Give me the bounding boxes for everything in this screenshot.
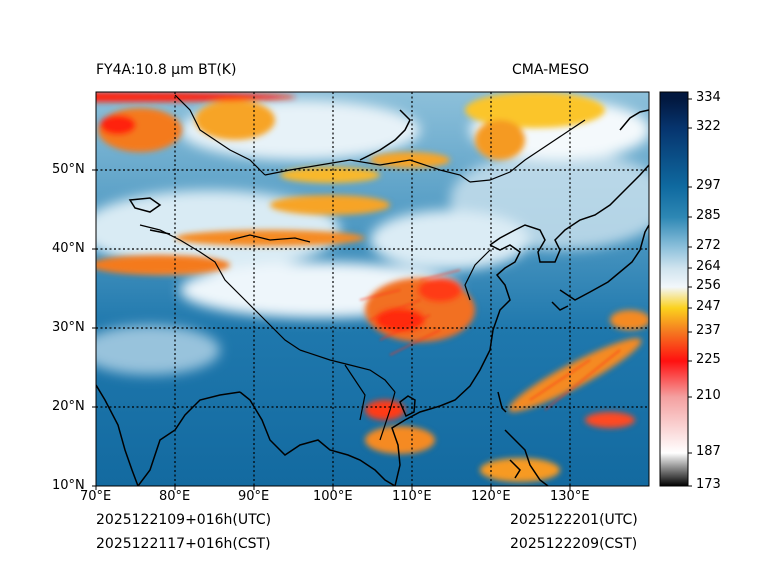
colorbar-tick-label: 247: [696, 299, 721, 314]
lon-label-70e: 70°E: [80, 489, 112, 504]
init-time-utc: 2025122109+016h(UTC): [96, 512, 272, 528]
colorbar-tick-label: 272: [696, 238, 721, 253]
brightness-temperature-field: [96, 92, 649, 486]
lon-label-120e: 120°E: [471, 489, 511, 504]
colorbar-tick-label: 225: [696, 352, 721, 367]
lat-label-30n: 30°N: [52, 320, 85, 335]
product-title: FY4A:10.8 μm BT(K): [96, 62, 237, 78]
colorbar: [659, 91, 692, 487]
map-frame: [95, 91, 650, 487]
colorbar-frame: [659, 91, 689, 487]
country-borders: [139, 94, 586, 441]
colorbar-tick-label: 334: [696, 90, 721, 105]
graticule: [96, 92, 649, 486]
colorbar-tick-label: 322: [696, 119, 721, 134]
colorbar-tick-label: 210: [696, 388, 721, 403]
colorbar-tick-label: 264: [696, 259, 721, 274]
lon-label-100e: 100°E: [313, 489, 353, 504]
colorbar-tick-label: 187: [696, 444, 721, 459]
colorbar-tick-label: 285: [696, 208, 721, 223]
lon-label-80e: 80°E: [159, 489, 191, 504]
axis-ticks: [92, 169, 571, 490]
model-title: CMA-MESO: [512, 62, 590, 78]
colorbar-fill: [660, 92, 688, 486]
lat-label-40n: 40°N: [52, 241, 85, 256]
lat-label-20n: 20°N: [52, 399, 85, 414]
colorbar-tick-label: 297: [696, 178, 721, 193]
valid-time-utc: 2025122201(UTC): [510, 512, 638, 528]
lon-label-130e: 130°E: [550, 489, 590, 504]
lat-label-50n: 50°N: [52, 162, 85, 177]
valid-time-cst: 2025122209(CST): [510, 536, 638, 552]
lon-label-90e: 90°E: [238, 489, 270, 504]
lat-label-10n: 10°N: [52, 478, 85, 493]
colorbar-tick-label: 173: [696, 477, 721, 492]
init-time-cst: 2025122117+016h(CST): [96, 536, 271, 552]
colorbar-tick-label: 256: [696, 278, 721, 293]
lon-label-110e: 110°E: [392, 489, 432, 504]
colorbar-tick-label: 237: [696, 323, 721, 338]
